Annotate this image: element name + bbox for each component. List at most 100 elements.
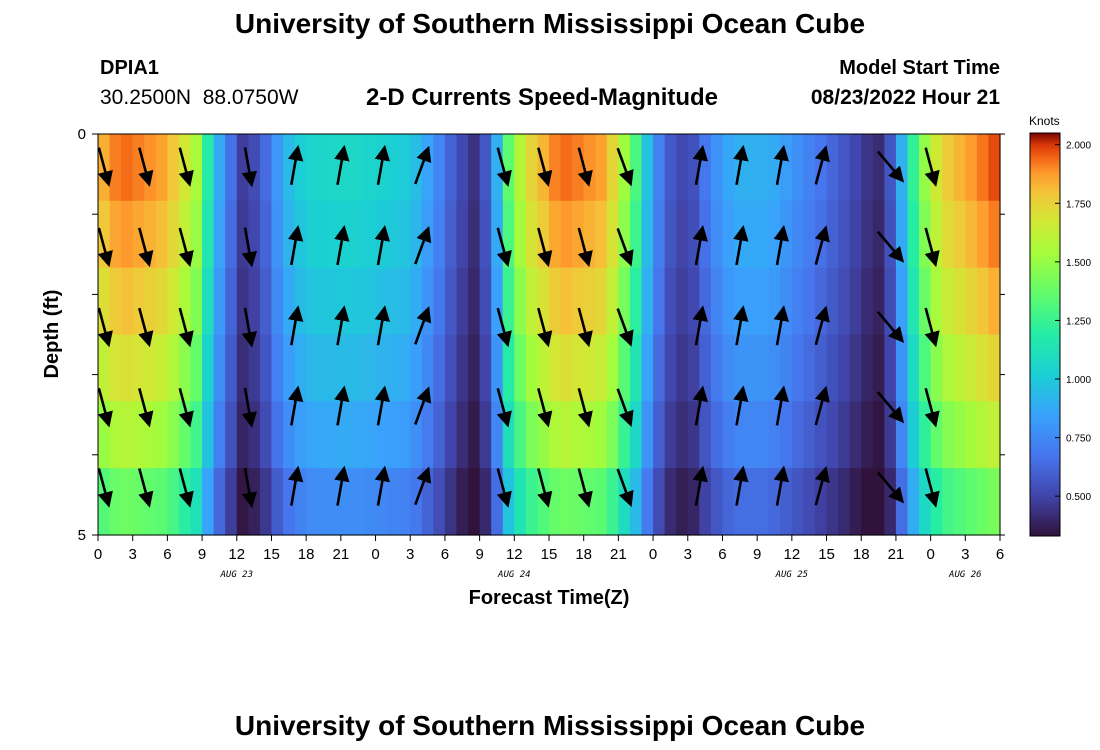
heatmap-cell	[583, 200, 596, 269]
heatmap-cell	[814, 401, 828, 469]
heatmap-cell	[722, 267, 735, 336]
heatmap-cell	[236, 334, 249, 402]
current-vector-arrow	[876, 391, 905, 424]
current-vector-arrow	[577, 227, 593, 268]
x-tick-label: 6	[996, 546, 1004, 563]
current-vector-arrow	[287, 144, 304, 186]
current-vector-arrow	[287, 385, 304, 426]
heatmap-cell	[306, 134, 319, 202]
current-vector-arrow	[334, 305, 350, 346]
heatmap-cell	[444, 334, 458, 402]
heatmap-cell	[306, 401, 319, 469]
heatmap-cell	[618, 401, 631, 469]
current-vector-arrow	[241, 467, 258, 509]
heatmap-cell	[121, 134, 134, 202]
footer-title: University of Southern Mississippi Ocean…	[234, 710, 866, 741]
heatmap-cell	[699, 468, 712, 536]
heatmap-cell	[329, 334, 342, 402]
current-vector-arrow	[178, 307, 194, 348]
heatmap-cell	[930, 334, 943, 402]
heatmap-cell	[641, 200, 654, 269]
heatmap-cell	[953, 134, 966, 202]
heatmap-cell	[398, 334, 411, 402]
x-tick-label: 12	[228, 546, 245, 563]
heatmap-cell	[583, 468, 596, 536]
current-vector-arrow	[287, 225, 304, 266]
heatmap-cell	[803, 401, 816, 469]
heatmap-cell	[375, 200, 388, 269]
heatmap-cell	[699, 334, 712, 402]
heatmap-cell	[155, 401, 168, 469]
heatmap-cell	[225, 200, 238, 269]
heatmap-cell	[838, 334, 851, 402]
heatmap-cell	[283, 334, 296, 402]
current-vector-arrow	[733, 305, 749, 346]
heatmap-cell	[132, 401, 145, 469]
heatmap-cell	[595, 401, 608, 469]
heatmap-cell	[363, 468, 377, 536]
heatmap-cell	[271, 468, 284, 536]
current-vector-arrow	[374, 465, 391, 506]
current-vector-arrow	[97, 468, 113, 508]
heatmap-cell	[456, 401, 469, 469]
heatmap-cell	[549, 200, 562, 269]
y-axis-label: Depth (ft)	[41, 290, 63, 379]
heatmap-cell	[514, 134, 527, 202]
current-vector-arrow	[138, 147, 154, 187]
heatmap-cell	[780, 468, 793, 536]
current-vector-arrow	[773, 465, 790, 506]
heatmap-cell	[560, 334, 573, 402]
current-vectors	[97, 144, 940, 509]
heatmap-cell	[202, 401, 215, 469]
model-start-label: Model Start Time	[839, 57, 1000, 79]
heatmap-cell	[768, 267, 781, 336]
heatmap-cell	[167, 401, 180, 469]
heatmap-cell	[549, 401, 562, 469]
heatmap-cell	[144, 334, 157, 402]
current-vector-arrow	[414, 386, 432, 425]
heatmap-cell	[340, 468, 354, 536]
y-axis-ticks: 05	[78, 126, 1005, 544]
current-vector-arrow	[692, 225, 709, 266]
current-vector-arrow	[241, 307, 258, 348]
heatmap-cell	[629, 468, 643, 536]
heatmap-cell	[976, 134, 990, 202]
heatmap-cell	[109, 401, 122, 469]
heatmap-cell	[144, 468, 157, 536]
heatmap-cell	[919, 401, 932, 469]
heatmap-cell	[340, 334, 354, 402]
heatmap-cell	[687, 334, 700, 402]
heatmap-cell	[780, 267, 793, 336]
heatmap-cell	[757, 468, 770, 536]
current-vector-arrow	[178, 147, 194, 187]
heatmap-cell	[664, 267, 677, 336]
x-tick-label: 6	[163, 546, 171, 563]
heatmap-cell	[306, 200, 319, 269]
heatmap-cell	[976, 200, 990, 269]
heatmap-cell	[976, 468, 990, 536]
heatmap-cell	[444, 468, 458, 536]
heatmap-cell	[398, 401, 411, 469]
heatmap-cell	[895, 267, 909, 336]
heatmap-cell	[363, 334, 377, 402]
x-tick-label: 3	[406, 546, 414, 563]
heatmap-cell	[919, 334, 932, 402]
colorbar-unit: Knots	[1029, 114, 1060, 128]
heatmap-cell	[757, 334, 770, 402]
current-vector-arrow	[773, 144, 790, 186]
heatmap-cell	[629, 401, 643, 469]
heatmap-cell	[826, 334, 839, 402]
heatmap-cell	[965, 134, 978, 202]
x-tick-label: 3	[684, 546, 692, 563]
heatmap-cell	[155, 200, 168, 269]
heatmap-cell	[757, 134, 770, 202]
current-vector-arrow	[334, 225, 350, 266]
heatmap-cell	[340, 267, 354, 336]
heatmap-cell	[861, 401, 874, 469]
current-vector-arrow	[924, 307, 940, 348]
heatmap-cell	[803, 267, 816, 336]
heatmap-cell	[514, 334, 527, 402]
current-vector-arrow	[814, 145, 830, 185]
heatmap-cell	[814, 334, 828, 402]
